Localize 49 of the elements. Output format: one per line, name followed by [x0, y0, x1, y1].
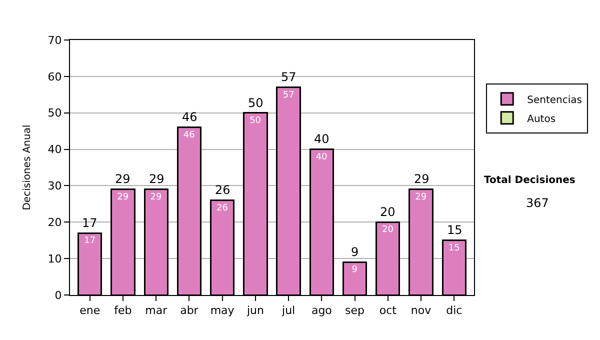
- y-tick-label: 70: [48, 34, 62, 47]
- x-tick-label: dic: [446, 304, 462, 318]
- data-label: 29: [150, 192, 162, 202]
- data-label: 9: [352, 265, 358, 276]
- x-tick-label: ene: [80, 304, 100, 318]
- data-label: 57: [282, 90, 294, 100]
- y-tick-label: 40: [48, 143, 62, 156]
- y-axis-title: Decisiones Anual: [22, 124, 33, 210]
- data-label: 17: [84, 236, 96, 246]
- x-tick-label: feb: [114, 304, 132, 318]
- data-label: 40: [316, 152, 328, 162]
- total-label: 29: [115, 172, 130, 186]
- total-label: 26: [215, 183, 230, 197]
- x-tick-label: jun: [246, 304, 264, 318]
- x-tick-label: may: [210, 304, 235, 318]
- text: Total Decisiones: [484, 175, 576, 186]
- y-tick-label: 50: [48, 106, 62, 120]
- data-label: 15: [448, 243, 460, 254]
- x-tick-label: ago: [311, 304, 332, 318]
- y-tick-label: 30: [48, 180, 62, 193]
- y-tick-label: 10: [48, 252, 62, 266]
- total-label: 50: [248, 96, 264, 110]
- x-tick-label: jul: [281, 304, 296, 318]
- x-tick-label: nov: [410, 304, 432, 318]
- total-label: 57: [281, 70, 296, 84]
- x-tick-label: oct: [379, 304, 398, 318]
- x-tick-label: mar: [145, 304, 168, 318]
- data-label: 29: [117, 192, 129, 202]
- x-tick-label: abr: [180, 304, 199, 318]
- total-label: 17: [82, 216, 98, 230]
- legend-label: Sentencias: [527, 94, 582, 106]
- total-label: 29: [414, 172, 430, 186]
- total-label: 29: [149, 172, 164, 186]
- total-label: 40: [314, 132, 330, 146]
- y-tick-label: 0: [54, 288, 62, 302]
- text: 367: [526, 196, 549, 210]
- y-tick-label: 60: [48, 70, 62, 84]
- data-label: 50: [250, 116, 262, 126]
- x-tick-label: sep: [345, 304, 365, 318]
- total-label: 9: [351, 245, 359, 259]
- total-label: 15: [447, 223, 462, 237]
- data-label: 46: [183, 130, 196, 140]
- data-label: 26: [216, 203, 228, 214]
- legend-label: Autos: [527, 114, 556, 125]
- total-label: 20: [380, 205, 396, 219]
- data-label: 29: [415, 192, 427, 202]
- data-label: 20: [382, 225, 394, 236]
- total-label: 46: [182, 110, 198, 124]
- y-tick-label: 20: [48, 216, 62, 229]
